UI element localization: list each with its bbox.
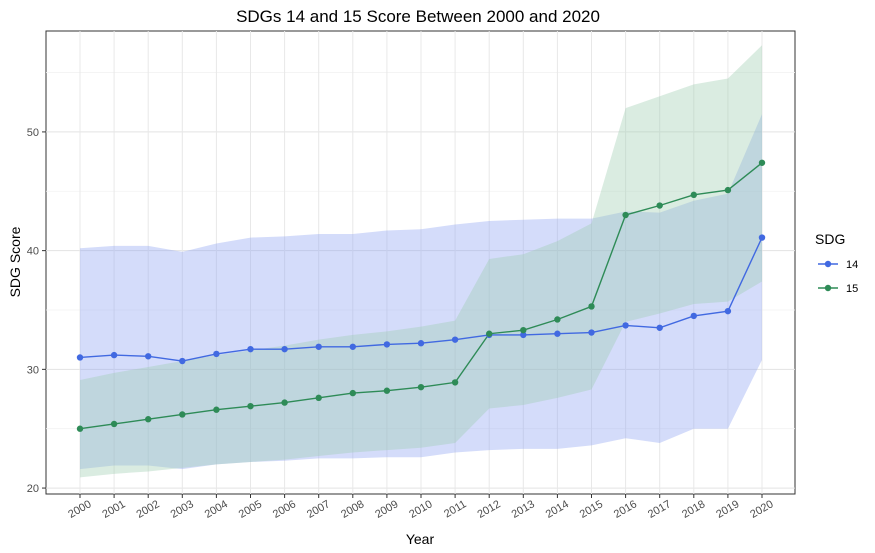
x-tick-label: 2017 [646,498,673,521]
y-axis-label: SDG Score [7,226,23,297]
point-series-14 [588,329,595,336]
legend-title: SDG [815,231,845,247]
x-tick-label: 2002 [134,498,161,521]
point-series-15 [349,389,356,397]
point-series-15 [145,416,152,423]
point-series-15 [417,383,425,391]
point-series-14 [247,345,254,353]
band-series-15 [80,45,762,478]
x-tick-label: 2007 [305,498,332,521]
point-series-14 [656,324,663,331]
point-series-15 [179,411,186,418]
grid-major [46,31,795,494]
point-series-15 [383,387,391,394]
legend-key-point-15 [824,284,832,292]
point-series-14 [690,312,697,320]
point-series-14 [110,351,118,359]
point-series-15 [520,326,527,334]
point-series-15 [315,394,322,402]
x-tick-label: 2009 [373,498,400,521]
point-series-15 [758,159,766,166]
point-series-14 [758,234,766,241]
series-points [76,159,766,432]
y-axis: 20 30 40 50 [27,127,46,495]
point-series-15 [247,402,254,410]
legend-label-14: 14 [846,259,858,271]
x-tick-label: 2020 [748,498,775,521]
point-series-14 [451,336,459,343]
point-series-15 [213,406,220,413]
legend: SDG 14 15 [815,231,858,295]
x-axis-label: Year [406,531,435,547]
x-tick-label: 2004 [203,498,230,521]
x-tick-label: 2010 [407,498,434,521]
point-series-15 [724,186,732,194]
point-series-14 [554,330,561,337]
x-tick-label: 2018 [680,498,707,521]
point-series-14 [349,343,356,350]
x-tick-label: 2013 [510,498,537,521]
y-tick-label: 50 [27,127,39,139]
chart-title: SDGs 14 and 15 Score Between 2000 and 20… [236,7,600,26]
x-tick-label: 2008 [339,498,366,521]
point-series-15 [110,420,118,428]
point-series-15 [76,425,84,432]
point-series-14 [213,350,220,358]
x-tick-label: 2005 [237,498,264,521]
legend-key-point-14 [824,260,832,268]
legend-label-15: 15 [846,283,858,295]
x-tick-label: 2003 [169,498,196,521]
point-series-15 [451,379,459,386]
point-series-14 [76,354,84,361]
point-series-15 [588,303,595,310]
y-tick-label: 30 [27,364,39,376]
x-tick-label: 2019 [714,498,741,521]
x-tick-label: 2000 [66,498,93,521]
point-series-14 [622,322,629,329]
x-tick-label: 2015 [578,498,605,521]
x-tick-label: 2016 [612,498,639,521]
band-series-14 [80,114,762,470]
y-tick-label: 40 [27,246,39,258]
point-series-14 [145,353,152,360]
x-tick-label: 2012 [475,498,502,521]
point-series-14 [383,341,391,348]
x-tick-label: 2011 [442,498,468,520]
point-series-15 [690,191,697,199]
point-series-15 [656,202,663,209]
point-series-15 [486,330,493,337]
point-series-15 [622,211,629,219]
confidence-bands [80,45,762,478]
x-tick-label: 2014 [544,498,571,521]
x-tick-label: 2001 [100,498,127,521]
x-axis: 2000 2001 2002 2003 2004 2005 2006 2007 2008 2009… [66,494,776,521]
point-series-15 [554,316,561,323]
point-series-14 [520,331,527,339]
x-tick-label: 2006 [271,498,298,521]
point-series-14 [417,340,425,347]
point-series-14 [281,345,288,353]
point-series-14 [179,357,186,365]
point-series-15 [281,399,288,406]
y-tick-label: 20 [27,483,39,495]
point-series-14 [315,343,322,350]
point-series-14 [724,307,732,315]
